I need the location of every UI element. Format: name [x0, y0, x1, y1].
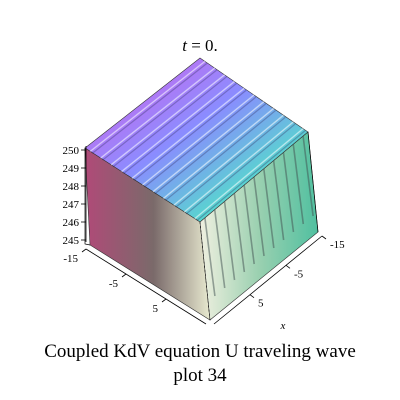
x-tick-mark — [321, 235, 327, 240]
wave-ridge-shadow — [165, 109, 277, 201]
wave-ridge — [89, 60, 206, 152]
wave-ridge-shadow — [154, 103, 267, 195]
wave-ridges — [89, 60, 306, 222]
x-axis-line — [213, 235, 323, 325]
wave-spike — [272, 160, 285, 241]
wave-ridge — [110, 74, 225, 166]
wave-ridge — [173, 114, 284, 206]
title-eq: = — [187, 36, 205, 55]
y-axis-line — [85, 248, 207, 325]
y-ticks: -15 -5 5 — [63, 248, 167, 315]
wave-ridge-shadow — [196, 130, 306, 222]
wave-ridge — [162, 107, 275, 199]
box-edge-back — [84, 148, 91, 246]
title-value: 0. — [205, 36, 218, 55]
z-tick-label: 246 — [63, 217, 80, 229]
wave-spike — [223, 201, 236, 281]
wave-ridge — [100, 67, 216, 159]
wave-ridge-shadow — [91, 62, 208, 154]
x-ticks: -15 -5 5 — [249, 235, 345, 310]
wave-spike — [213, 209, 226, 289]
y-tick-mark — [81, 248, 87, 253]
z-tick-label: 249 — [63, 163, 80, 175]
wave-ridge — [194, 128, 304, 220]
wave-ridge — [131, 87, 245, 179]
x-axis-label: x — [280, 320, 286, 332]
wave-spike — [263, 168, 275, 249]
wave-spike — [292, 144, 305, 225]
wave-ridge-shadow — [175, 116, 286, 208]
x-tick-label: 5 — [258, 298, 264, 310]
x-tick-label: -15 — [330, 239, 345, 251]
y-axis: -15 -5 5 — [63, 248, 207, 325]
chart-title: t = 0. — [182, 36, 218, 55]
wave-spike — [282, 152, 295, 233]
wave-spikes-right — [204, 135, 314, 297]
wave-spike — [204, 217, 216, 297]
z-tick-label: 248 — [63, 181, 80, 193]
z-ticks: 250 249 248 247 246 245 — [63, 145, 86, 247]
wave-spike — [233, 193, 246, 273]
x-axis: -15 -5 5 x — [213, 235, 345, 332]
figure-caption: Coupled KdV equation U traveling wave pl… — [0, 340, 400, 388]
y-tick-mark — [161, 298, 167, 303]
wave-ridge-shadow — [185, 123, 296, 215]
z-axis: 250 249 248 247 246 245 — [63, 145, 87, 247]
wave-ridge-shadow — [144, 96, 257, 188]
wave-spike — [243, 185, 255, 265]
wave-ridge-shadow — [123, 83, 237, 175]
wave-spike — [253, 176, 265, 257]
z-tick-label: 250 — [63, 145, 80, 157]
z-tick-label: 245 — [63, 235, 80, 247]
title-var: t — [182, 36, 188, 55]
wave-ridge — [142, 94, 255, 186]
z-tick-label: 247 — [63, 199, 80, 211]
x-tick-label: -5 — [294, 268, 304, 280]
wave-ridge — [152, 101, 265, 193]
x-tick-mark — [285, 265, 291, 269]
wave-ridge-shadow — [112, 76, 227, 168]
box-edge-right — [307, 131, 319, 233]
wave-ridge — [121, 80, 235, 173]
y-tick-label: -5 — [109, 278, 119, 290]
caption-line-2: plot 34 — [173, 365, 227, 386]
wave-ridge-shadow — [102, 69, 218, 161]
wave-ridge-shadow — [133, 89, 247, 181]
wave-spike — [302, 135, 314, 217]
box-edge-center — [199, 221, 211, 321]
plot-box — [84, 57, 319, 321]
y-tick-label: 5 — [153, 303, 159, 315]
wave-ridge — [183, 121, 294, 213]
y-tick-label: -15 — [63, 253, 78, 265]
x-tick-mark — [249, 294, 255, 298]
y-tick-mark — [121, 273, 127, 278]
caption-line-1: Coupled KdV equation U traveling wave — [44, 341, 356, 362]
